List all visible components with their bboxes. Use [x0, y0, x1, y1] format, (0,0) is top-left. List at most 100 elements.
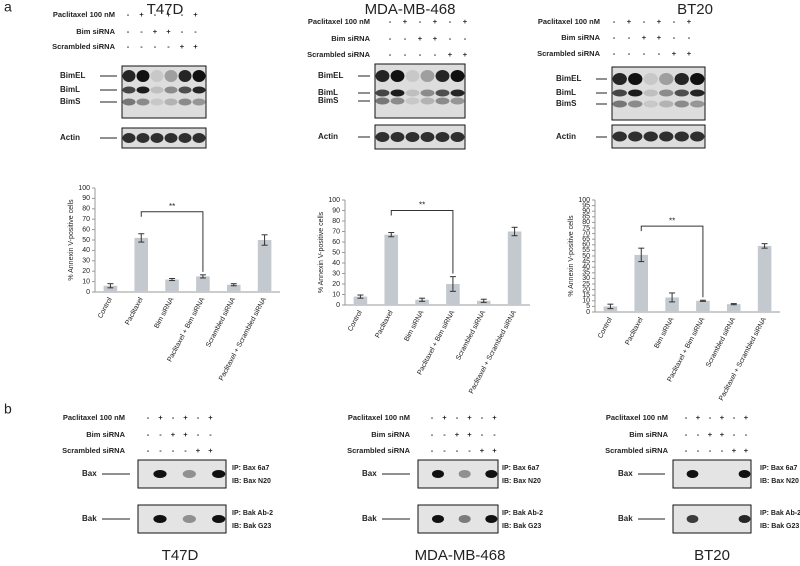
ib-label: IB: Bak G23 — [760, 523, 799, 530]
condition-sign: - — [167, 42, 170, 51]
condition-label: Bim siRNA — [629, 430, 668, 439]
blot-membrane — [121, 65, 207, 119]
condition-sign: + — [687, 49, 692, 58]
blot-band — [485, 515, 498, 523]
bar — [415, 299, 429, 305]
condition-label: Bim siRNA — [86, 430, 125, 439]
bar — [507, 231, 522, 305]
condition-sign: - — [140, 27, 143, 36]
band-label: BimL — [318, 88, 338, 97]
condition-sign: - — [464, 34, 467, 43]
bar — [665, 297, 679, 312]
condition-sign: - — [733, 430, 736, 439]
condition-sign: + — [418, 34, 423, 43]
condition-label: Paclitaxel 100 nM — [308, 17, 370, 26]
blot-band — [390, 97, 405, 105]
blot-band — [628, 131, 643, 142]
y-tick-label: 35 — [582, 270, 590, 277]
condition-label: Scrambled siRNA — [537, 49, 601, 58]
blot-band — [390, 89, 405, 97]
condition-sign: - — [697, 446, 700, 455]
x-tick-label: Paclitaxel — [374, 309, 394, 339]
condition-sign: + — [720, 413, 725, 422]
condition-sign: - — [154, 42, 157, 51]
condition-sign: + — [166, 10, 171, 19]
significance-bracket — [390, 210, 454, 274]
condition-sign: + — [657, 33, 662, 42]
y-tick-label: 75 — [582, 225, 590, 232]
condition-sign: - — [481, 413, 484, 422]
condition-label: Bim siRNA — [371, 430, 410, 439]
blot-band — [690, 131, 705, 142]
condition-sign: + — [463, 17, 468, 26]
y-tick-label: 10 — [582, 298, 590, 305]
blot-band — [686, 515, 699, 523]
band-label: Bax — [618, 469, 633, 478]
blot-band — [628, 100, 643, 108]
condition-sign: - — [127, 10, 130, 19]
blot-band — [674, 100, 689, 108]
condition-sign: - — [172, 446, 175, 455]
blot-band — [674, 131, 689, 142]
blot-band — [164, 98, 178, 106]
band-label: BimS — [60, 97, 81, 106]
blot-band — [390, 132, 405, 142]
blot-membrane — [611, 124, 706, 149]
x-tick-label: Paclitaxel — [124, 296, 144, 326]
condition-sign: + — [403, 17, 408, 26]
significance-label: ** — [419, 201, 425, 210]
condition-sign: - — [658, 49, 661, 58]
y-tick-label: 40 — [332, 260, 340, 267]
blot-membrane — [374, 124, 466, 150]
blot-membrane — [611, 66, 706, 121]
condition-label: Scrambled siRNA — [605, 446, 669, 455]
blot-band — [686, 470, 699, 478]
blot-band — [390, 70, 405, 82]
bar — [226, 284, 241, 292]
band-label: Bak — [82, 514, 97, 523]
band-label: BimEL — [318, 71, 343, 80]
condition-sign: - — [209, 430, 212, 439]
y-tick-label: 85 — [582, 214, 590, 221]
condition-label: Scrambled siRNA — [52, 42, 116, 51]
y-tick-label: 100 — [578, 197, 590, 204]
blot-band — [136, 133, 150, 143]
y-tick-label: 50 — [82, 237, 90, 244]
condition-sign: + — [171, 430, 176, 439]
y-axis-label: % Annexin V-positive cells — [68, 199, 75, 281]
cell-line-title: BT20 — [694, 547, 730, 564]
y-tick-label: 30 — [332, 270, 340, 277]
y-tick-label: 20 — [82, 268, 90, 275]
condition-sign: - — [419, 17, 422, 26]
blot-membrane — [672, 459, 752, 489]
blot-band — [182, 470, 196, 478]
condition-sign: + — [442, 413, 447, 422]
condition-label: Paclitaxel 100 nM — [63, 413, 125, 422]
condition-sign: - — [147, 413, 150, 422]
blot-band — [643, 89, 658, 97]
condition-sign: - — [197, 430, 200, 439]
bar — [384, 234, 399, 305]
ib-label: IB: Bak G23 — [232, 523, 271, 530]
condition-sign: + — [433, 17, 438, 26]
ip-label: IP: Bak Ab-2 — [232, 510, 273, 517]
condition-sign: - — [434, 50, 437, 59]
blot-band — [690, 73, 705, 85]
condition-sign: - — [154, 10, 157, 19]
ib-label: IB: Bax N20 — [502, 478, 541, 485]
ib-label: IB: Bax N20 — [760, 478, 799, 485]
condition-sign: - — [159, 446, 162, 455]
condition-sign: + — [744, 446, 749, 455]
blot-band — [643, 100, 658, 108]
y-tick-label: 15 — [582, 292, 590, 299]
condition-sign: + — [492, 446, 497, 455]
blot-band — [738, 515, 751, 523]
blot-band — [122, 70, 136, 82]
blot-band — [432, 470, 444, 478]
bar — [103, 285, 118, 292]
blot-band — [375, 132, 390, 142]
y-tick-label: 90 — [332, 207, 340, 214]
condition-sign: - — [697, 430, 700, 439]
blot-band — [612, 100, 627, 108]
band-label: BimL — [60, 85, 80, 94]
